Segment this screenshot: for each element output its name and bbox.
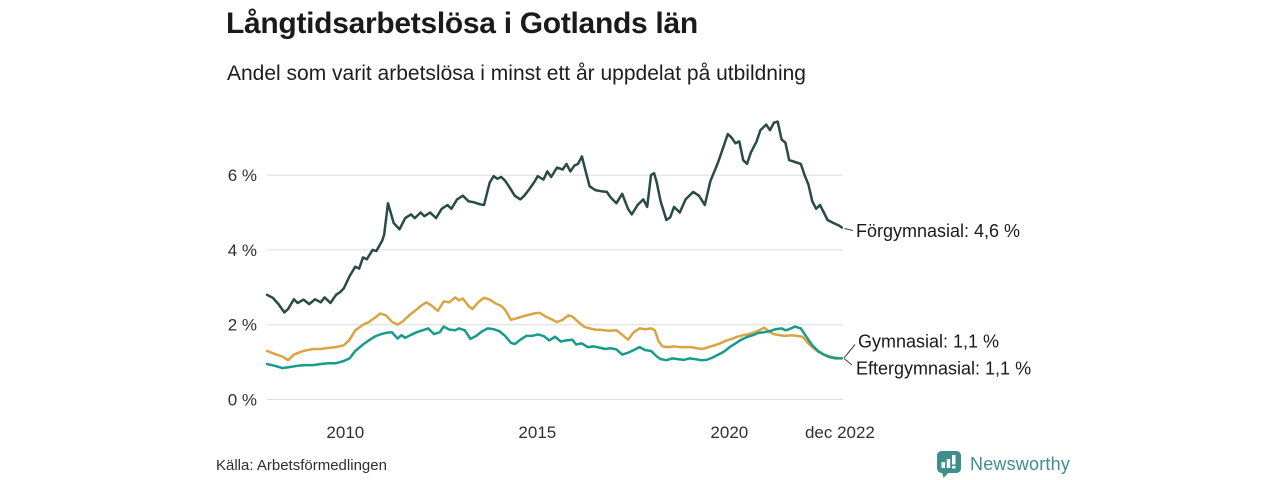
leader-line-eftergymnasial [843, 358, 853, 366]
x-axis-tick-label: 2020 [710, 423, 748, 442]
series-line-gymnasial [265, 296, 844, 362]
brand-name: Newsworthy [970, 453, 1071, 474]
y-axis-tick-label: 2 % [228, 316, 257, 335]
series-label-eftergymnasial: Eftergymnasial: 1,1 % [856, 359, 1031, 379]
newsworthy-icon [937, 451, 961, 478]
y-axis-tick-label: 4 % [228, 241, 257, 260]
brand-logo: Newsworthy [936, 450, 1070, 478]
series-lines [265, 120, 844, 370]
x-axis-tick-label: 2015 [518, 423, 556, 442]
x-axis-labels: 2010 2015 2020 dec 2022 [326, 423, 874, 442]
y-axis-tick-label: 0 % [228, 391, 257, 410]
y-axis-labels: 0 % 2 % 4 % 6 % [228, 166, 257, 409]
page-subtitle: Andel som varit arbetslösa i minst ett å… [227, 62, 806, 85]
x-axis-tick-label: 2010 [326, 423, 364, 442]
series-line-eftergymnasial [265, 325, 844, 370]
series-line-förgymnasial [265, 120, 844, 314]
x-axis-tick-label: dec 2022 [805, 423, 875, 442]
gridlines [267, 174, 843, 400]
leader-line-forgymnasial [844, 228, 854, 231]
source-note: Källa: Arbetsförmedlingen [216, 457, 387, 474]
series-label-forgymnasial: Förgymnasial: 4,6 % [856, 221, 1020, 241]
y-axis-tick-label: 6 % [228, 166, 257, 185]
leader-line-gymnasial [843, 344, 856, 359]
page-title: Långtidsarbetslösa i Gotlands län [226, 7, 698, 40]
series-label-gymnasial: Gymnasial: 1,1 % [858, 332, 999, 352]
